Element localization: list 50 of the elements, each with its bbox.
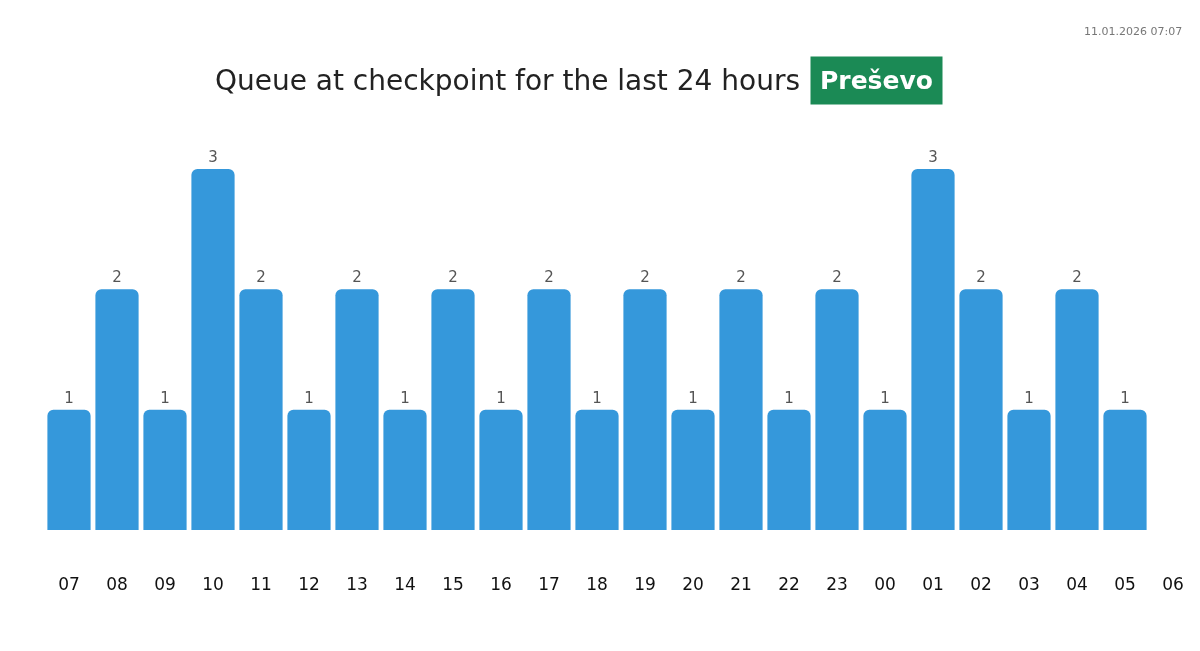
data-label: 1 bbox=[880, 388, 890, 407]
data-label: 3 bbox=[208, 148, 218, 166]
data-label: 1 bbox=[688, 388, 698, 407]
data-label: 1 bbox=[304, 388, 314, 407]
data-label: 1 bbox=[1024, 388, 1034, 407]
data-label: 2 bbox=[352, 268, 362, 287]
data-label: 2 bbox=[448, 268, 458, 287]
x-tick-label: 04 bbox=[1066, 574, 1088, 594]
x-tick-label: 19 bbox=[634, 574, 656, 594]
x-tick-label: 10 bbox=[202, 574, 224, 594]
x-tick-label: 03 bbox=[1018, 574, 1040, 594]
data-label: 2 bbox=[832, 268, 842, 287]
data-label: 2 bbox=[112, 268, 122, 287]
x-tick-label: 12 bbox=[298, 574, 320, 594]
x-tick-label: 09 bbox=[154, 574, 176, 594]
data-label: 1 bbox=[64, 388, 74, 407]
x-tick-label: 15 bbox=[442, 574, 464, 594]
data-label: 1 bbox=[496, 388, 506, 407]
x-tick-label: 07 bbox=[58, 574, 80, 594]
data-label: 1 bbox=[400, 388, 410, 407]
data-label: 1 bbox=[784, 388, 794, 407]
x-tick-label: 18 bbox=[586, 574, 608, 594]
x-tick-label: 21 bbox=[730, 574, 752, 594]
x-tick-label: 08 bbox=[106, 574, 128, 594]
x-tick-label: 13 bbox=[346, 574, 368, 594]
x-tick-label: 11 bbox=[250, 574, 272, 594]
data-label: 2 bbox=[1072, 268, 1082, 287]
x-tick-label: 14 bbox=[394, 574, 416, 594]
x-tick-label: 06 bbox=[1162, 574, 1184, 594]
x-tick-label: 16 bbox=[490, 574, 512, 594]
data-label: 1 bbox=[160, 388, 170, 407]
x-tick-label: 05 bbox=[1114, 574, 1136, 594]
x-tick-label: 20 bbox=[682, 574, 704, 594]
chart-title: Queue at checkpoint for the last 24 hours bbox=[214, 63, 800, 97]
chart-subtitle: Preševo bbox=[820, 66, 933, 95]
data-label: 2 bbox=[736, 268, 746, 287]
x-tick-label: 17 bbox=[538, 574, 560, 594]
data-label: 2 bbox=[544, 268, 554, 287]
data-label: 2 bbox=[256, 268, 266, 287]
data-label: 2 bbox=[640, 268, 650, 287]
data-label: 1 bbox=[1120, 388, 1130, 407]
data-label: 1 bbox=[592, 388, 602, 407]
x-tick-label: 02 bbox=[970, 574, 992, 594]
x-tick-label: 22 bbox=[778, 574, 800, 594]
x-tick-label: 00 bbox=[874, 574, 896, 594]
x-tick-label: 01 bbox=[922, 574, 944, 594]
text: 11.01.2026 07:07 bbox=[1084, 25, 1183, 38]
data-label: 3 bbox=[928, 148, 938, 166]
x-tick-label: 23 bbox=[826, 574, 848, 594]
data-label: 2 bbox=[976, 268, 986, 287]
